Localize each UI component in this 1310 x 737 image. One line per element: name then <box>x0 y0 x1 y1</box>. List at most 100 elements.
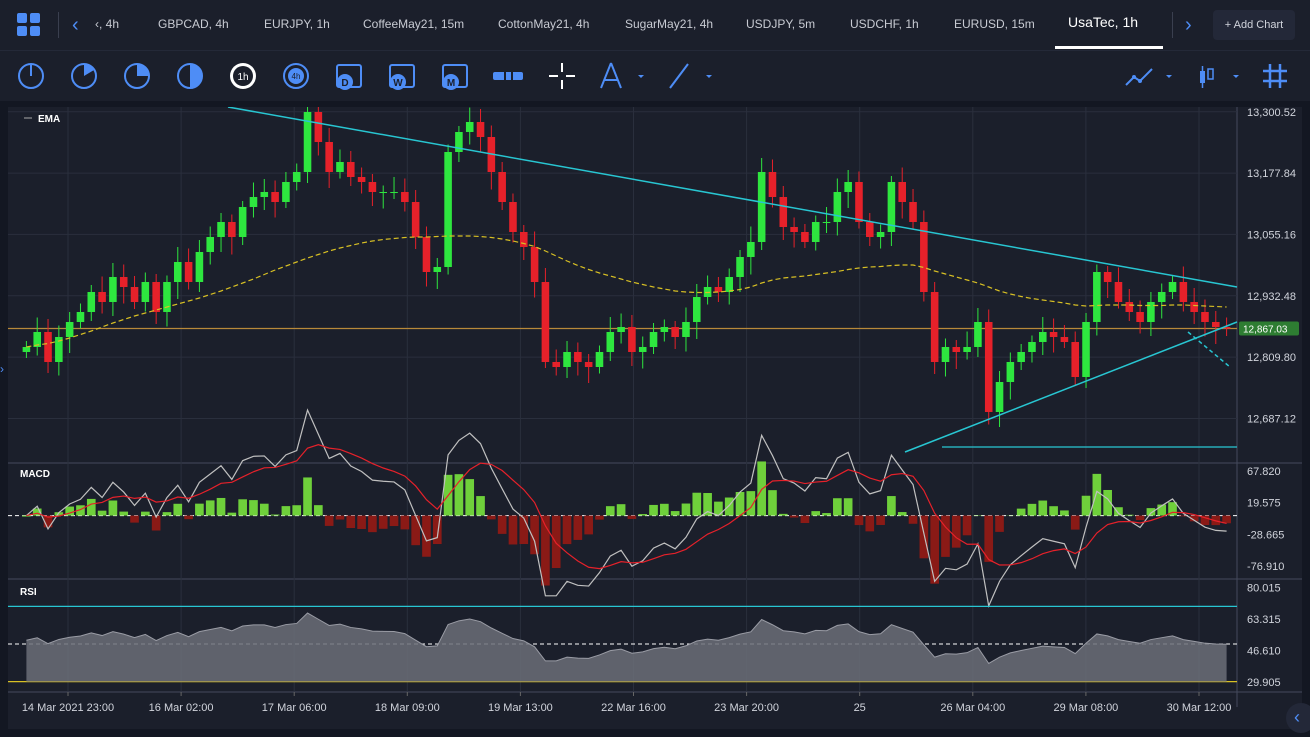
candle <box>184 262 193 282</box>
rsi-tick-label: 63.315 <box>1247 614 1281 626</box>
macd-indicator-label: MACD <box>20 469 50 480</box>
timeframe-day-icon[interactable]: D <box>336 64 362 90</box>
tab-sugar[interactable]: SugarMay21, 4h <box>625 17 714 31</box>
macd-histogram-bar <box>1060 510 1069 516</box>
macd-histogram-bar <box>908 515 918 524</box>
active-tab-indicator <box>1055 46 1163 49</box>
tabs-scroll-right-icon[interactable]: › <box>1185 14 1192 36</box>
rsi-line <box>26 612 1227 665</box>
macd-signal-line <box>26 444 1227 570</box>
macd-histogram-bar <box>789 515 799 518</box>
candle <box>195 252 204 282</box>
candle <box>606 332 615 352</box>
candle <box>984 322 993 412</box>
candle <box>833 192 842 222</box>
tab-usdchf[interactable]: USDCHF, 1h <box>850 17 919 31</box>
x-tick-label: 17 Mar 06:00 <box>262 702 327 714</box>
support-trendline <box>904 321 1238 453</box>
x-tick-label: 16 Mar 02:00 <box>149 702 214 714</box>
timeframe-pie-1-icon[interactable] <box>18 63 44 89</box>
tab-partial[interactable]: ‹, 4h <box>95 17 120 31</box>
tab-usdjpy[interactable]: USDJPY, 5m <box>746 17 816 31</box>
macd-histogram-bar <box>735 492 745 516</box>
chart-style-icon[interactable] <box>1125 68 1172 86</box>
macd-histogram-bar <box>324 515 334 526</box>
macd-histogram-bar <box>1016 508 1026 516</box>
macd-histogram-bar <box>833 498 842 516</box>
macd-histogram-bar <box>897 512 907 516</box>
macd-histogram-bar <box>876 515 885 525</box>
candle <box>130 287 139 302</box>
macd-histogram-bar <box>184 515 193 520</box>
candle <box>1157 292 1166 302</box>
svg-text:D: D <box>341 78 348 89</box>
macd-histogram-bar <box>378 515 388 529</box>
candle <box>476 122 485 137</box>
macd-histogram-bar <box>476 496 485 516</box>
macd-histogram-bar <box>541 515 550 586</box>
macd-histogram-bar <box>930 515 939 584</box>
add-chart-button[interactable]: + Add Chart <box>1213 10 1295 40</box>
candle <box>876 232 885 237</box>
timeframe-1h-icon[interactable]: 1h <box>230 63 256 89</box>
tab-cotton[interactable]: CottonMay21, 4h <box>498 17 590 31</box>
candle <box>1190 302 1198 312</box>
candle-type-icon[interactable] <box>1200 66 1239 88</box>
macd-histogram-bar <box>638 514 648 516</box>
macd-histogram-bar <box>941 515 950 557</box>
macd-histogram-bar <box>757 461 766 516</box>
candle <box>649 332 658 347</box>
tab-gbpcad[interactable]: GBPCAD, 4h <box>158 17 229 31</box>
candle <box>1006 362 1015 382</box>
macd-histogram-bar <box>357 515 366 529</box>
compass-tool-icon[interactable] <box>600 62 644 89</box>
macd-histogram-bar <box>497 515 507 534</box>
candle <box>628 327 636 352</box>
tab-eurusd[interactable]: EURUSD, 15m <box>954 17 1035 31</box>
candle <box>109 277 117 302</box>
macd-histogram-bar <box>692 492 702 516</box>
timeframe-4h-icon[interactable]: 4h <box>283 63 309 89</box>
macd-histogram-bar <box>627 515 637 519</box>
apps-grid-icon[interactable] <box>16 12 42 43</box>
candle <box>33 332 42 347</box>
bar-layout-icon[interactable] <box>493 70 523 82</box>
macd-histogram-bar <box>778 513 788 516</box>
macd-histogram-bar <box>54 512 64 516</box>
macd-histogram-bar <box>660 503 669 516</box>
trendline-tool-icon[interactable] <box>669 63 712 89</box>
timeframe-pie-4-icon[interactable] <box>177 63 203 89</box>
grid-layout-icon[interactable] <box>1263 64 1287 88</box>
candle <box>336 162 344 172</box>
timeframe-week-icon[interactable]: W <box>389 64 415 90</box>
candle <box>357 177 366 182</box>
macd-histogram-bar <box>768 490 777 516</box>
macd-histogram-bar <box>1092 473 1102 516</box>
candle <box>292 172 301 182</box>
timeframe-pie-2-icon[interactable] <box>71 63 97 89</box>
candle <box>368 182 377 192</box>
collapse-panel-icon[interactable]: ‹ <box>1286 703 1310 733</box>
chart-area[interactable]: 14 Mar 2021 23:00 16 Mar 02:00 17 Mar 06:0… <box>8 107 1302 729</box>
candle <box>898 182 907 202</box>
candle <box>757 172 766 242</box>
timeframe-month-icon[interactable]: M <box>442 64 468 90</box>
macd-histogram-bar <box>22 515 31 517</box>
candle <box>638 347 647 352</box>
timeframe-pie-3-icon[interactable] <box>124 63 150 89</box>
macd-histogram-bar <box>411 515 420 546</box>
tab-bar: ‹ ‹, 4h GBPCAD, 4h EURJPY, 1h CoffeeMay2… <box>0 0 1310 50</box>
macd-histogram-bar <box>995 515 1004 532</box>
macd-histogram-bar <box>1222 515 1231 524</box>
macd-tick-label: -28.665 <box>1247 529 1284 541</box>
last-price-label: 12,867.03 <box>1243 324 1288 335</box>
tabs-scroll-left-icon[interactable]: ‹ <box>72 14 79 36</box>
left-expand-icon[interactable]: › <box>0 362 4 376</box>
crosshair-icon[interactable] <box>549 63 575 89</box>
macd-histogram-bar <box>454 474 464 516</box>
tab-eurjpy[interactable]: EURJPY, 1h <box>264 17 330 31</box>
tab-usatec[interactable]: UsaTec, 1h <box>1068 14 1139 30</box>
price-chart[interactable]: 14 Mar 2021 23:00 16 Mar 02:00 17 Mar 06:0… <box>8 107 1302 729</box>
macd-histogram-bar <box>292 505 302 516</box>
tab-coffee[interactable]: CoffeeMay21, 15m <box>363 17 465 31</box>
